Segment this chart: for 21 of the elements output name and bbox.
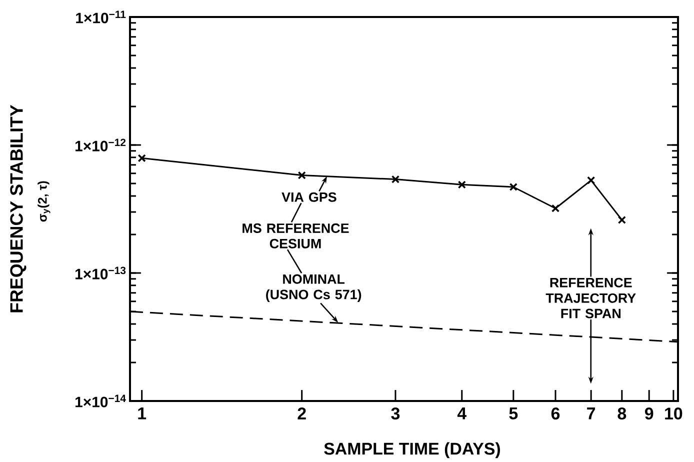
y-tick-label: 1×10$^{−12}$ xyxy=(76,138,126,152)
y-tick-label: 1×10$^{−11}$ xyxy=(76,10,126,24)
annotation: VIA GPS xyxy=(282,192,336,202)
x-tick-label: 9 xyxy=(644,408,654,420)
x-tick-label: 2 xyxy=(298,408,306,420)
annotation: MS REFERENCE CESIUM xyxy=(242,223,349,248)
y-tick-label: 1×10$^{−13}$ xyxy=(76,266,126,280)
x-axis-title: SAMPLE TIME (DAYS) xyxy=(324,442,500,458)
x-tick-label: 5 xyxy=(509,408,518,420)
x-tick-label: 3 xyxy=(391,408,400,420)
text: σ$_{y}$(2, τ) xyxy=(38,181,50,222)
x-tick-label: 6 xyxy=(551,408,560,420)
x-tick-label: 4 xyxy=(457,408,467,420)
x-tick-label: 7 xyxy=(587,408,596,420)
y-tick-label: 1×10$^{−14}$ xyxy=(76,394,126,408)
x-tick-label: 10 xyxy=(665,408,682,420)
x-tick-label: 1 xyxy=(138,408,146,420)
annotation: NOMINAL (USNO Cs 571) xyxy=(266,274,362,302)
annotation: REFERENCE TRAJECTORY FIT SPAN xyxy=(546,278,636,318)
y-axis-title: FREQUENCY STABILITY xyxy=(10,104,26,312)
x-tick-label: 8 xyxy=(618,408,626,420)
